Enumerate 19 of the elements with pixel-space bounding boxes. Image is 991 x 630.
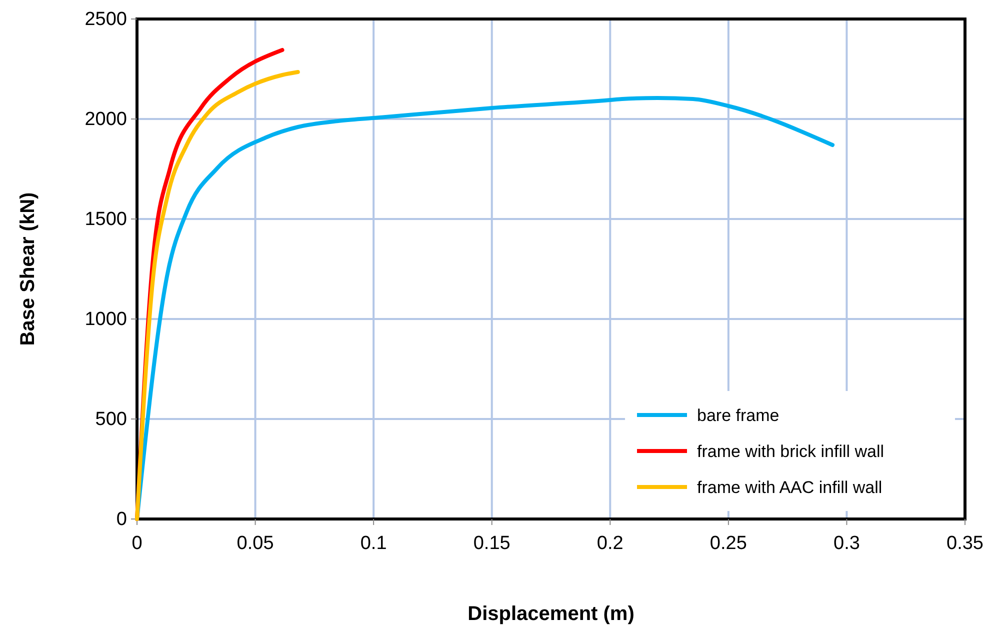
x-tick-label: 0.05 [236,533,274,554]
legend-label: frame with AAC infill wall [697,478,882,497]
legend-label: bare frame [697,406,780,425]
y-tick-label: 2500 [84,9,127,30]
x-tick-label: 0.2 [596,533,624,554]
x-tick-label: 0.35 [946,533,984,554]
y-axis-title: Base Shear (kN) [17,192,39,346]
x-tick-label: 0.3 [834,533,860,554]
x-tick-label: 0.1 [360,533,387,554]
x-tick-label: 0 [132,533,142,554]
x-tick-label: 0.25 [710,533,747,554]
y-tick-label: 1000 [84,309,127,330]
x-tick-label: 0.15 [473,533,510,554]
x-axis-title: Displacement (m) [468,603,634,625]
y-tick-label: 0 [116,509,127,530]
legend-label: frame with brick infill wall [697,442,884,461]
y-tick-label: 2000 [84,109,127,130]
y-tick-label: 1500 [84,209,127,230]
y-tick-label: 500 [95,409,127,430]
